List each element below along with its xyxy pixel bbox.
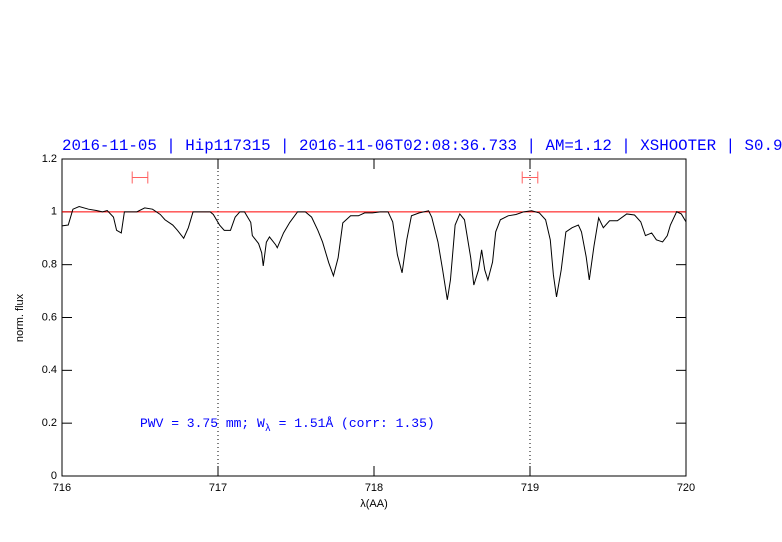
y-tick-label: 1 <box>51 206 57 218</box>
y-tick-label: 0.4 <box>42 364 57 376</box>
y-axis-label: norm. flux <box>14 293 26 342</box>
annotation-text: PWV = 3.75 mm; W <box>140 416 265 431</box>
y-tick-label: 0.2 <box>42 417 57 429</box>
chart-title: 2016-11-05 | Hip117315 | 2016-11-06T02:0… <box>62 137 782 155</box>
x-tick-label: 719 <box>521 482 539 494</box>
spectrum-line <box>61 206 687 300</box>
x-tick-label: 720 <box>677 482 695 494</box>
annotation-subscript: λ <box>265 423 271 435</box>
y-tick-label: 1.2 <box>42 153 57 165</box>
x-tick-label: 717 <box>209 482 227 494</box>
y-tick-label: 0 <box>51 470 57 482</box>
annotation-text: = 1.51Å (corr: 1.35) <box>271 416 435 431</box>
x-tick-label: 718 <box>365 482 383 494</box>
x-tick-label: 716 <box>53 482 71 494</box>
x-axis-label: λ(AA) <box>360 498 388 510</box>
y-tick-label: 0.8 <box>42 259 57 271</box>
y-tick-label: 0.6 <box>42 311 57 323</box>
annotation: PWV = 3.75 mm; Wλ = 1.51Å (corr: 1.35) <box>140 416 435 434</box>
